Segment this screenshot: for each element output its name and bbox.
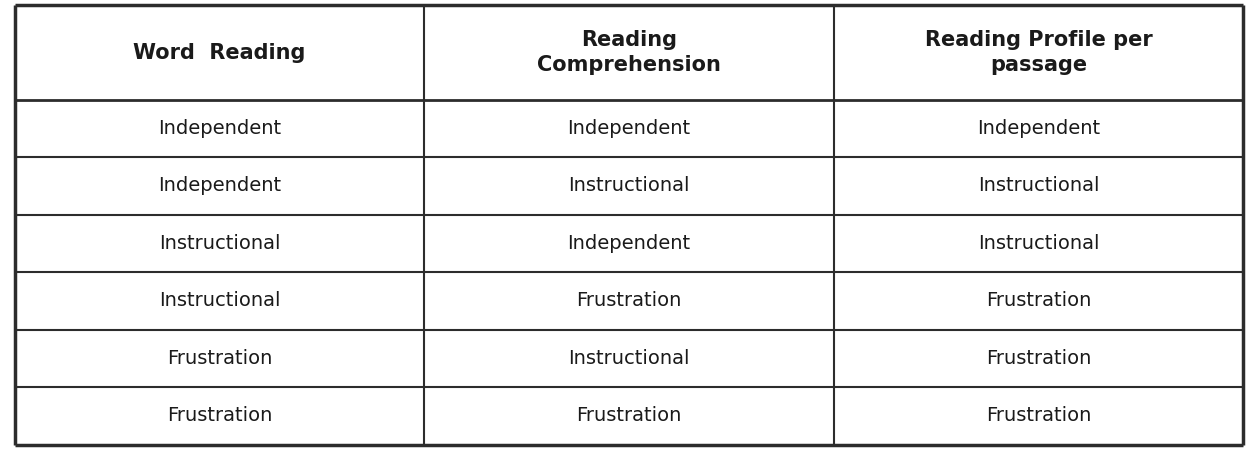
Text: Frustration: Frustration bbox=[576, 292, 682, 310]
Text: Frustration: Frustration bbox=[986, 406, 1091, 425]
Text: Instructional: Instructional bbox=[977, 234, 1099, 253]
Text: Independent: Independent bbox=[159, 119, 281, 138]
Text: Instructional: Instructional bbox=[159, 234, 281, 253]
Text: Instructional: Instructional bbox=[569, 176, 689, 195]
Text: Frustration: Frustration bbox=[167, 349, 272, 368]
Text: Frustration: Frustration bbox=[986, 292, 1091, 310]
Text: Independent: Independent bbox=[159, 176, 281, 195]
Text: Instructional: Instructional bbox=[977, 176, 1099, 195]
Text: Frustration: Frustration bbox=[167, 406, 272, 425]
Text: Independent: Independent bbox=[977, 119, 1099, 138]
Text: Frustration: Frustration bbox=[576, 406, 682, 425]
Text: Instructional: Instructional bbox=[569, 349, 689, 368]
Text: Reading Profile per
passage: Reading Profile per passage bbox=[925, 30, 1152, 75]
Text: Reading
Comprehension: Reading Comprehension bbox=[537, 30, 721, 75]
Text: Word  Reading: Word Reading bbox=[133, 43, 306, 63]
Text: Independent: Independent bbox=[567, 119, 691, 138]
Text: Independent: Independent bbox=[567, 234, 691, 253]
Text: Instructional: Instructional bbox=[159, 292, 281, 310]
Text: Frustration: Frustration bbox=[986, 349, 1091, 368]
